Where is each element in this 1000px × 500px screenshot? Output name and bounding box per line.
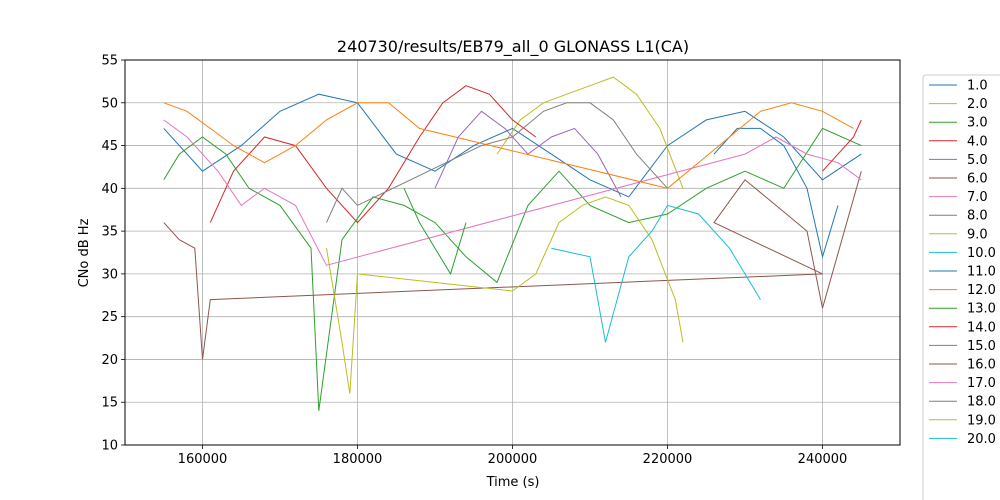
legend-label: 11.0 bbox=[967, 265, 996, 280]
series-line-2-0 bbox=[496, 76, 684, 189]
x-tick-label: 180000 bbox=[333, 452, 383, 467]
series-line-12-0 bbox=[163, 102, 854, 189]
y-tick-label: 10 bbox=[101, 439, 118, 454]
legend-label: 10.0 bbox=[967, 246, 996, 261]
y-tick-label: 55 bbox=[101, 54, 118, 69]
legend-label: 2.0 bbox=[967, 97, 988, 112]
y-tick-label: 45 bbox=[101, 139, 118, 154]
legend-label: 4.0 bbox=[967, 134, 988, 149]
series-line-7-0 bbox=[163, 119, 862, 266]
series-line-1-0 bbox=[163, 93, 862, 198]
legend-label: 13.0 bbox=[967, 302, 996, 317]
series-line-14-0 bbox=[822, 119, 862, 172]
x-axis: 160000 180000 200000 220000 240000 bbox=[178, 445, 848, 467]
y-tick-label: 35 bbox=[101, 225, 118, 240]
legend-label: 7.0 bbox=[967, 190, 988, 205]
series-group bbox=[163, 76, 862, 411]
legend-label: 18.0 bbox=[967, 395, 996, 410]
series-line-10-0 bbox=[551, 204, 761, 343]
legend-label: 20.0 bbox=[967, 432, 996, 447]
legend-label: 5.0 bbox=[967, 153, 988, 168]
legend-label: 3.0 bbox=[967, 116, 988, 131]
y-tick-label: 15 bbox=[101, 396, 118, 411]
y-tick-label: 40 bbox=[101, 182, 118, 197]
x-tick-label: 160000 bbox=[178, 452, 228, 467]
series-line-3-0 bbox=[163, 127, 862, 411]
legend-box bbox=[922, 74, 1000, 500]
x-axis-label: Time (s) bbox=[486, 475, 540, 490]
chart-title: 240730/results/EB79_all_0 GLONASS L1(CA) bbox=[337, 37, 689, 57]
legend-label: 9.0 bbox=[967, 227, 988, 242]
x-tick-label: 240000 bbox=[798, 452, 848, 467]
legend-label: 8.0 bbox=[967, 209, 988, 224]
series-line-4-0 bbox=[209, 85, 537, 224]
y-tick-label: 25 bbox=[101, 310, 118, 325]
series-line-8-0 bbox=[326, 102, 668, 223]
y-tick-label: 50 bbox=[101, 96, 118, 111]
legend-label: 14.0 bbox=[967, 320, 996, 335]
series-line-13-0 bbox=[403, 188, 467, 276]
x-tick-label: 200000 bbox=[488, 452, 538, 467]
legend-label: 6.0 bbox=[967, 172, 988, 187]
legend-label: 19.0 bbox=[967, 413, 996, 428]
y-tick-label: 30 bbox=[101, 267, 118, 282]
legend-label: 16.0 bbox=[967, 358, 996, 373]
legend-label: 1.0 bbox=[967, 79, 988, 94]
legend: 1.0 2.0 3.0 4.0 5.0 6.0 7.0 8.0 9.0 10.0 11.0 12.0 1… bbox=[922, 74, 1000, 500]
legend-label: 12.0 bbox=[967, 283, 996, 298]
legend-label: 17.0 bbox=[967, 376, 996, 391]
y-axis-label: CNo dB Hz bbox=[77, 218, 92, 287]
series-line-9-0 bbox=[326, 196, 684, 394]
y-tick-label: 20 bbox=[101, 353, 118, 368]
series-line-11-0 bbox=[713, 127, 839, 259]
y-axis: 10 15 20 25 30 35 40 45 50 55 bbox=[101, 54, 125, 454]
series-line-6-0 bbox=[163, 171, 862, 360]
x-tick-label: 220000 bbox=[643, 452, 693, 467]
legend-label: 15.0 bbox=[967, 339, 996, 354]
